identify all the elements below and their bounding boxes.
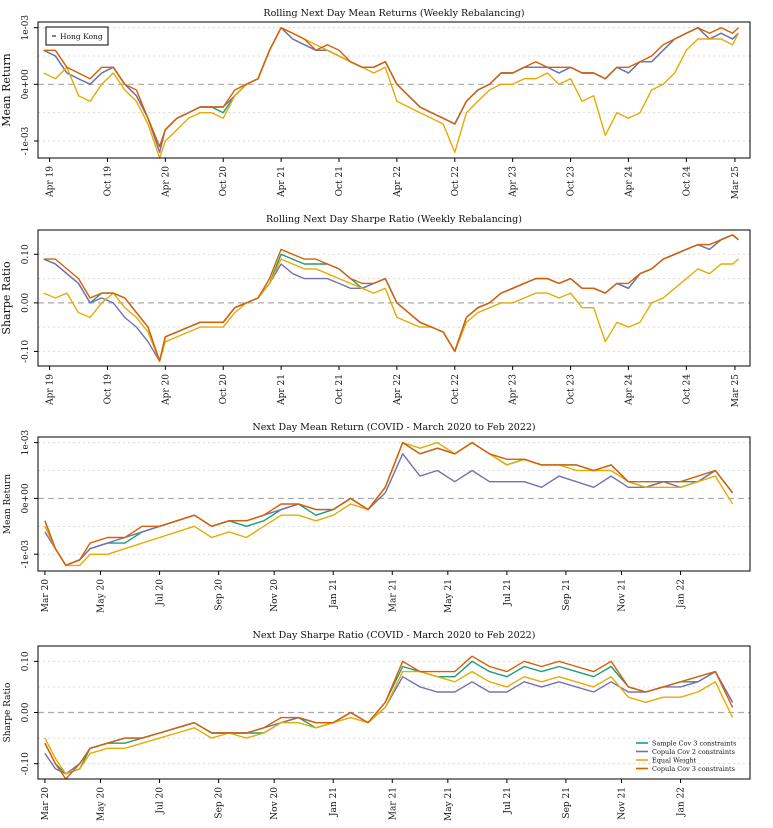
x-tick-label: Mar 21 xyxy=(388,787,398,820)
y-tick-label: 0e+00 xyxy=(21,69,31,99)
y-tick-label: 0.10 xyxy=(21,651,31,671)
x-tick-label: Nov 21 xyxy=(617,579,627,612)
x-tick-label: Oct 21 xyxy=(335,374,345,404)
y-tick-label: -1e-03 xyxy=(21,540,31,569)
plot-frame xyxy=(37,229,751,367)
x-tick-label: Apr 21 xyxy=(277,166,287,198)
legend-label: Copula Cov 2 constraints xyxy=(652,748,735,756)
x-tick-label: May 20 xyxy=(97,579,107,613)
x-tick-label: Oct 24 xyxy=(682,374,692,405)
y-tick-label: 0.00 xyxy=(21,293,31,313)
chart-panel-p3: Next Day Mean Return (COVID - March 2020… xyxy=(3,422,751,613)
x-tick-label: Oct 22 xyxy=(451,374,461,404)
x-tick-label: Jan 22 xyxy=(677,787,687,817)
chart-title: Rolling Next Day Mean Returns (Weekly Re… xyxy=(263,8,524,19)
x-tick-label: Sep 20 xyxy=(215,787,225,819)
y-tick-label: -0.10 xyxy=(21,340,31,363)
chart-panel-p2: Rolling Next Day Sharpe Ratio (Weekly Re… xyxy=(0,214,751,407)
series-line-copula-cov3 xyxy=(43,234,739,362)
chart-panel-p1: Rolling Next Day Mean Returns (Weekly Re… xyxy=(0,8,751,199)
x-tick-label: Mar 25 xyxy=(731,166,741,199)
x-tick-label: Nov 20 xyxy=(270,579,280,612)
x-tick-label: Jan 21 xyxy=(329,579,339,609)
series-line-copula-cov2 xyxy=(43,27,739,153)
x-tick-label: Apr 19 xyxy=(46,374,56,406)
x-tick-label: Oct 20 xyxy=(219,374,229,405)
x-tick-label: Apr 24 xyxy=(624,374,634,406)
series-line-equal-weight xyxy=(44,670,734,775)
y-axis-label: Mean Return xyxy=(0,53,13,127)
x-tick-label: Mar 20 xyxy=(41,787,51,820)
series-line-copula-cov3 xyxy=(43,27,739,148)
y-axis-label: Sharpe Ratio xyxy=(0,261,13,335)
legend-label: Sample Cov 3 constraints xyxy=(652,740,736,748)
x-tick-label: Apr 22 xyxy=(393,166,403,198)
chart-title: Next Day Sharpe Ratio (COVID - March 202… xyxy=(253,630,536,641)
chart-panel-p4: Next Day Sharpe Ratio (COVID - March 202… xyxy=(3,630,751,821)
x-tick-label: Jul 20 xyxy=(156,579,166,607)
series-line-copula-cov3 xyxy=(44,441,734,567)
x-tick-label: Jan 22 xyxy=(677,579,687,609)
x-tick-label: Jul 21 xyxy=(503,579,513,607)
x-tick-label: Oct 22 xyxy=(451,166,461,196)
legend: Hong Kong xyxy=(45,26,109,46)
series-line-copula-cov3 xyxy=(44,655,734,780)
x-tick-label: Oct 23 xyxy=(567,374,577,405)
legend-box xyxy=(45,26,109,46)
y-tick-label: 0e+00 xyxy=(21,483,31,513)
x-tick-label: Apr 21 xyxy=(277,374,287,406)
chart-title: Rolling Next Day Sharpe Ratio (Weekly Re… xyxy=(266,214,522,225)
x-tick-label: Oct 24 xyxy=(682,166,692,197)
x-tick-label: Mar 20 xyxy=(41,579,51,612)
series-line-copula-cov2 xyxy=(44,453,734,567)
x-tick-label: Apr 23 xyxy=(509,374,519,406)
chart-title: Next Day Mean Return (COVID - March 2020… xyxy=(252,422,535,433)
x-tick-label: Mar 21 xyxy=(388,579,398,612)
legend-label: Copula Cov 3 constraints xyxy=(652,765,735,773)
y-tick-label: 0.10 xyxy=(21,244,31,264)
series-line-equal-weight xyxy=(43,27,740,159)
x-tick-label: Jan 21 xyxy=(329,787,339,817)
x-tick-label: Mar 25 xyxy=(731,374,741,407)
legend-label: Hong Kong xyxy=(60,32,103,41)
x-tick-label: Nov 20 xyxy=(270,787,280,820)
x-tick-label: Sep 21 xyxy=(562,787,572,819)
x-tick-label: Apr 22 xyxy=(393,374,403,406)
series-line-sample-cov3 xyxy=(44,441,734,567)
x-tick-label: Jul 21 xyxy=(503,787,513,815)
x-tick-label: Apr 20 xyxy=(161,166,171,198)
x-tick-label: Apr 20 xyxy=(161,374,171,406)
x-tick-label: May 21 xyxy=(444,579,454,613)
series-line-equal-weight xyxy=(43,258,739,362)
legend-label: Equal Weight xyxy=(652,757,697,765)
series-line-sample-cov3 xyxy=(44,660,734,775)
x-tick-label: Nov 21 xyxy=(617,787,627,820)
x-tick-label: May 21 xyxy=(444,787,454,821)
x-tick-label: Apr 24 xyxy=(624,166,634,198)
x-tick-label: Oct 23 xyxy=(567,166,577,197)
x-tick-label: Oct 19 xyxy=(103,166,113,197)
y-tick-label: -0.10 xyxy=(21,752,31,775)
x-tick-label: Apr 23 xyxy=(509,166,519,198)
y-tick-label: 0.00 xyxy=(21,702,31,722)
plot-frame xyxy=(37,436,751,572)
x-tick-label: Oct 21 xyxy=(335,166,345,196)
y-axis-label: Sharpe Ratio xyxy=(3,683,13,743)
x-tick-label: Oct 20 xyxy=(219,166,229,197)
x-tick-label: May 20 xyxy=(97,787,107,821)
series-line-sample-cov3 xyxy=(43,27,739,148)
y-axis-label: Mean Return xyxy=(3,474,13,534)
x-tick-label: Apr 19 xyxy=(46,166,56,198)
series-line-equal-weight xyxy=(44,441,734,567)
x-tick-label: Jul 20 xyxy=(156,787,166,815)
x-tick-label: Oct 19 xyxy=(103,374,113,405)
y-tick-label: -1e-03 xyxy=(21,126,31,155)
y-tick-label: 1e-03 xyxy=(21,15,31,41)
plot-frame xyxy=(37,21,751,159)
y-tick-label: 1e-03 xyxy=(21,430,31,456)
x-tick-label: Sep 21 xyxy=(562,579,572,611)
x-tick-label: Sep 20 xyxy=(215,579,225,611)
